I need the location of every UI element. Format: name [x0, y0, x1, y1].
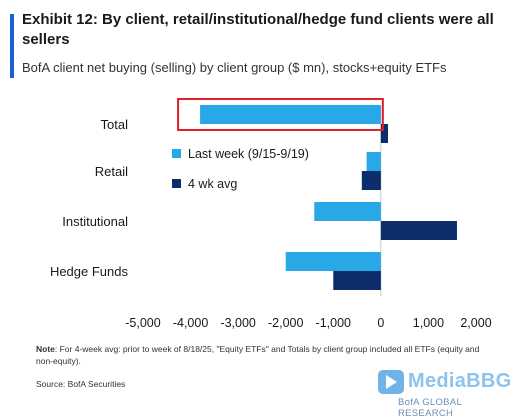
bar-four-week-avg	[380, 221, 457, 240]
category-label: Institutional	[62, 214, 128, 229]
bar-chart: Total Retail Institutional Hedge Funds -5,00…	[50, 98, 492, 330]
title-accent-bar	[10, 14, 14, 78]
bar-four-week-avg	[380, 124, 388, 143]
chart-title: Exhibit 12: By client, retail/institutio…	[22, 11, 494, 48]
x-tick-label: -5,000	[125, 316, 160, 330]
highlight-box	[177, 98, 384, 131]
category-label: Total	[101, 117, 129, 132]
x-tick-label: -1,000	[316, 316, 351, 330]
legend-swatch-last-week	[172, 149, 181, 158]
x-tick-label: -3,000	[220, 316, 255, 330]
legend-swatch-four-week-avg	[172, 179, 181, 188]
watermark: MediaBBG BofA GLOBAL RESEARCH	[378, 368, 518, 419]
category-label: Retail	[95, 164, 128, 179]
bar-last-week	[314, 202, 381, 221]
watermark-logo-icon	[378, 370, 404, 394]
watermark-name: MediaBBG	[408, 370, 512, 392]
category-label: Hedge Funds	[50, 264, 129, 279]
bar-last-week	[366, 152, 381, 171]
x-tick-label: 1,000	[413, 316, 444, 330]
legend-label: Last week (9/15-9/19)	[188, 147, 309, 161]
bar-four-week-avg	[333, 271, 381, 290]
bar-last-week	[285, 252, 381, 271]
watermark-subtext: BofA GLOBAL RESEARCH	[398, 397, 462, 419]
chart-subtitle: BofA client net buying (selling) by clie…	[22, 60, 447, 75]
chart-source: Source: BofA Securities	[36, 379, 126, 389]
legend-label: 4 wk avg	[188, 177, 237, 191]
x-tick-label: 0	[377, 316, 384, 330]
bar-last-week	[200, 105, 381, 124]
x-tick-label: -2,000	[268, 316, 303, 330]
x-tick-label: -4,000	[173, 316, 208, 330]
x-tick-label: 2,000	[460, 316, 491, 330]
bar-four-week-avg	[361, 171, 381, 190]
note-text: : For 4-week avg: prior to week of 8/18/…	[36, 344, 480, 366]
note-label: Note	[36, 344, 55, 354]
chart-note: Note: For 4-week avg: prior to week of 8…	[36, 343, 486, 367]
